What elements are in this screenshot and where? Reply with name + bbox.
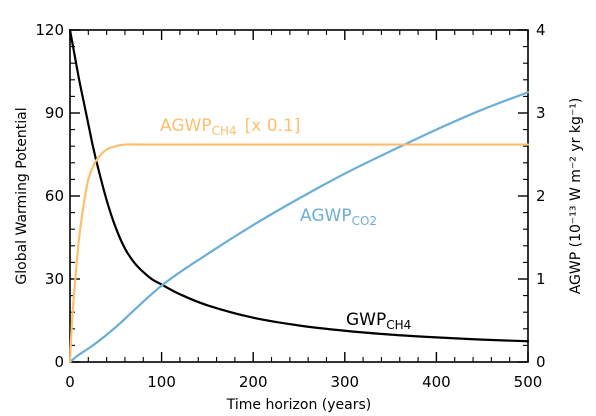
- y-left-tick-label: 120: [35, 21, 64, 39]
- series-label-gwp-ch4-name: GWP: [346, 310, 386, 330]
- series-label-agwp-ch4: AGWPCH4 [x 0.1]: [160, 116, 300, 138]
- series-line-agwp-ch4: [68, 143, 530, 364]
- y-right-tick-label: 1: [536, 270, 546, 288]
- series-label-agwp-ch4-name: AGWP: [160, 116, 212, 136]
- series-line-agwp-co2: [68, 91, 530, 364]
- x-tick-label: 400: [422, 373, 451, 391]
- series-label-agwp-ch4-suffix: [x 0.1]: [245, 116, 301, 136]
- series-line-gwp-ch4: [68, 28, 530, 343]
- y-left-tick-label: 60: [45, 187, 64, 205]
- series-label-agwp-co2-sub: CO2: [352, 214, 377, 228]
- x-tick-label: 100: [147, 373, 176, 391]
- x-axis-title: Time horizon (years): [226, 397, 371, 413]
- y-right-tick-label: 3: [536, 104, 546, 122]
- ticks-group: [69, 29, 529, 363]
- y-right-tick-label: 2: [536, 187, 546, 205]
- series-label-gwp-ch4-sub: CH4: [386, 318, 411, 332]
- x-tick-label: 0: [65, 373, 75, 391]
- x-tick-label: 200: [239, 373, 268, 391]
- y-right-tick-label: 4: [536, 21, 546, 39]
- y-right-tick-label: 0: [536, 353, 546, 371]
- x-tick-label: 300: [330, 373, 359, 391]
- series-label-gwp-ch4: GWPCH4: [346, 310, 411, 332]
- series-label-agwp-ch4-sub: CH4: [212, 124, 237, 138]
- series-label-agwp-co2: AGWPCO2: [300, 206, 377, 228]
- series-lines-group: [68, 28, 530, 364]
- series-label-agwp-co2-name: AGWP: [300, 206, 352, 226]
- y-axis-left-title: Global Warming Potential: [14, 107, 30, 284]
- plot-frame: [69, 29, 529, 363]
- x-tick-label: 500: [514, 373, 543, 391]
- y-left-tick-label: 30: [45, 270, 64, 288]
- y-axis-right-title: AGWP (10⁻¹³ W m⁻² yr kg⁻¹): [568, 98, 584, 295]
- y-left-tick-label: 90: [45, 104, 64, 122]
- tick-labels-group: 0 100 200 300 400 500 0 30 60 90 120 0 1 2 3 4: [35, 21, 545, 391]
- y-left-tick-label: 0: [54, 353, 64, 371]
